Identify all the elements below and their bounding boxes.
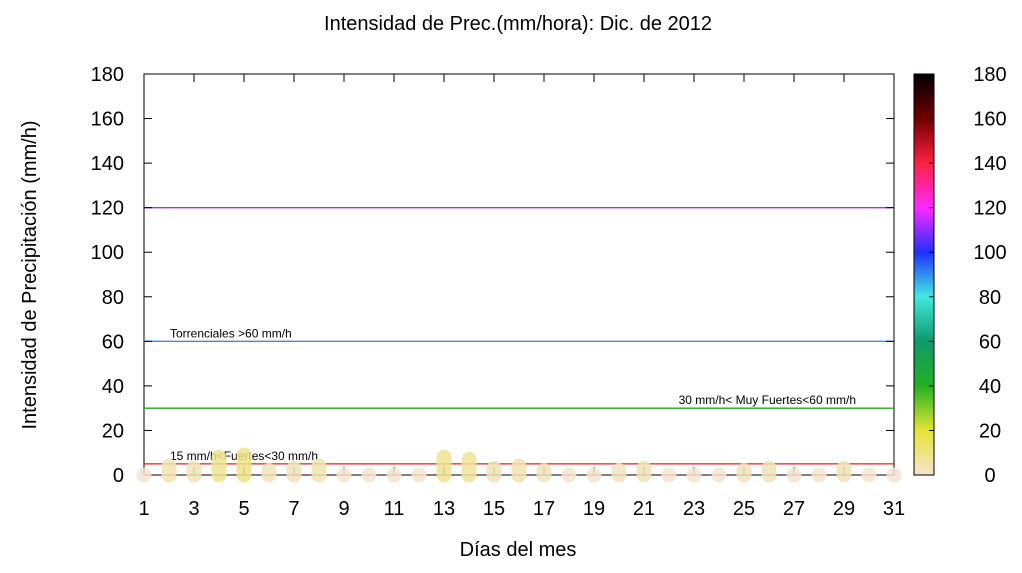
x-tick-label: 21 — [633, 498, 655, 520]
y-tick-label: 40 — [102, 376, 124, 398]
chart-title: Intensidad de Prec.(mm/hora): Dic. de 20… — [324, 13, 712, 35]
y-tick-label: 0 — [113, 465, 124, 487]
colorbar-tick-label: 120 — [973, 198, 1006, 220]
x-tick-label: 15 — [483, 498, 505, 520]
colorbar-tick-label: 100 — [973, 242, 1006, 264]
y-tick-label: 60 — [102, 331, 124, 353]
y-tick-label: 160 — [91, 109, 124, 131]
x-tick-label: 1 — [138, 498, 149, 520]
colorbar-tick-label: 0 — [984, 465, 995, 487]
colorbar-tick-label: 20 — [979, 420, 1001, 442]
x-tick-label: 7 — [288, 498, 299, 520]
x-tick-label: 11 — [384, 498, 405, 520]
x-tick-label: 5 — [238, 498, 249, 520]
x-tick-label: 9 — [338, 498, 349, 520]
y-tick-label: 100 — [91, 242, 124, 264]
x-tick-label: 23 — [683, 498, 705, 520]
colorbar-tick-label: 160 — [973, 109, 1006, 131]
colorbar-tick-label: 40 — [979, 376, 1001, 398]
x-tick-label: 27 — [783, 498, 805, 520]
colorbar-tick-label: 140 — [973, 153, 1006, 175]
y-tick-label: 80 — [102, 287, 124, 309]
x-tick-label: 13 — [433, 498, 455, 520]
reference-label: 30 mm/h< Muy Fuertes<60 mm/h — [679, 393, 856, 407]
x-tick-label: 25 — [733, 498, 755, 520]
colorbar-tick-label: 80 — [979, 287, 1001, 309]
y-tick-label: 20 — [102, 420, 124, 442]
x-tick-label: 3 — [188, 498, 199, 520]
y-tick-label: 180 — [91, 64, 124, 86]
y-axis-label: Intensidad de Precipitación (mm/h) — [19, 120, 41, 429]
reference-label: Torrenciales >60 mm/h — [170, 326, 292, 340]
x-tick-label: 31 — [883, 498, 905, 520]
x-axis-label: Días del mes — [460, 539, 577, 561]
colorbar-tick-label: 180 — [973, 64, 1006, 86]
y-tick-label: 140 — [91, 153, 124, 175]
colorbar-tick-label: 60 — [979, 331, 1001, 353]
x-tick-label: 29 — [833, 498, 855, 520]
colorbar — [913, 73, 935, 476]
x-tick-label: 19 — [583, 498, 605, 520]
y-tick-label: 120 — [91, 198, 124, 220]
x-tick-label: 17 — [533, 498, 555, 520]
plot-frame — [143, 73, 895, 476]
